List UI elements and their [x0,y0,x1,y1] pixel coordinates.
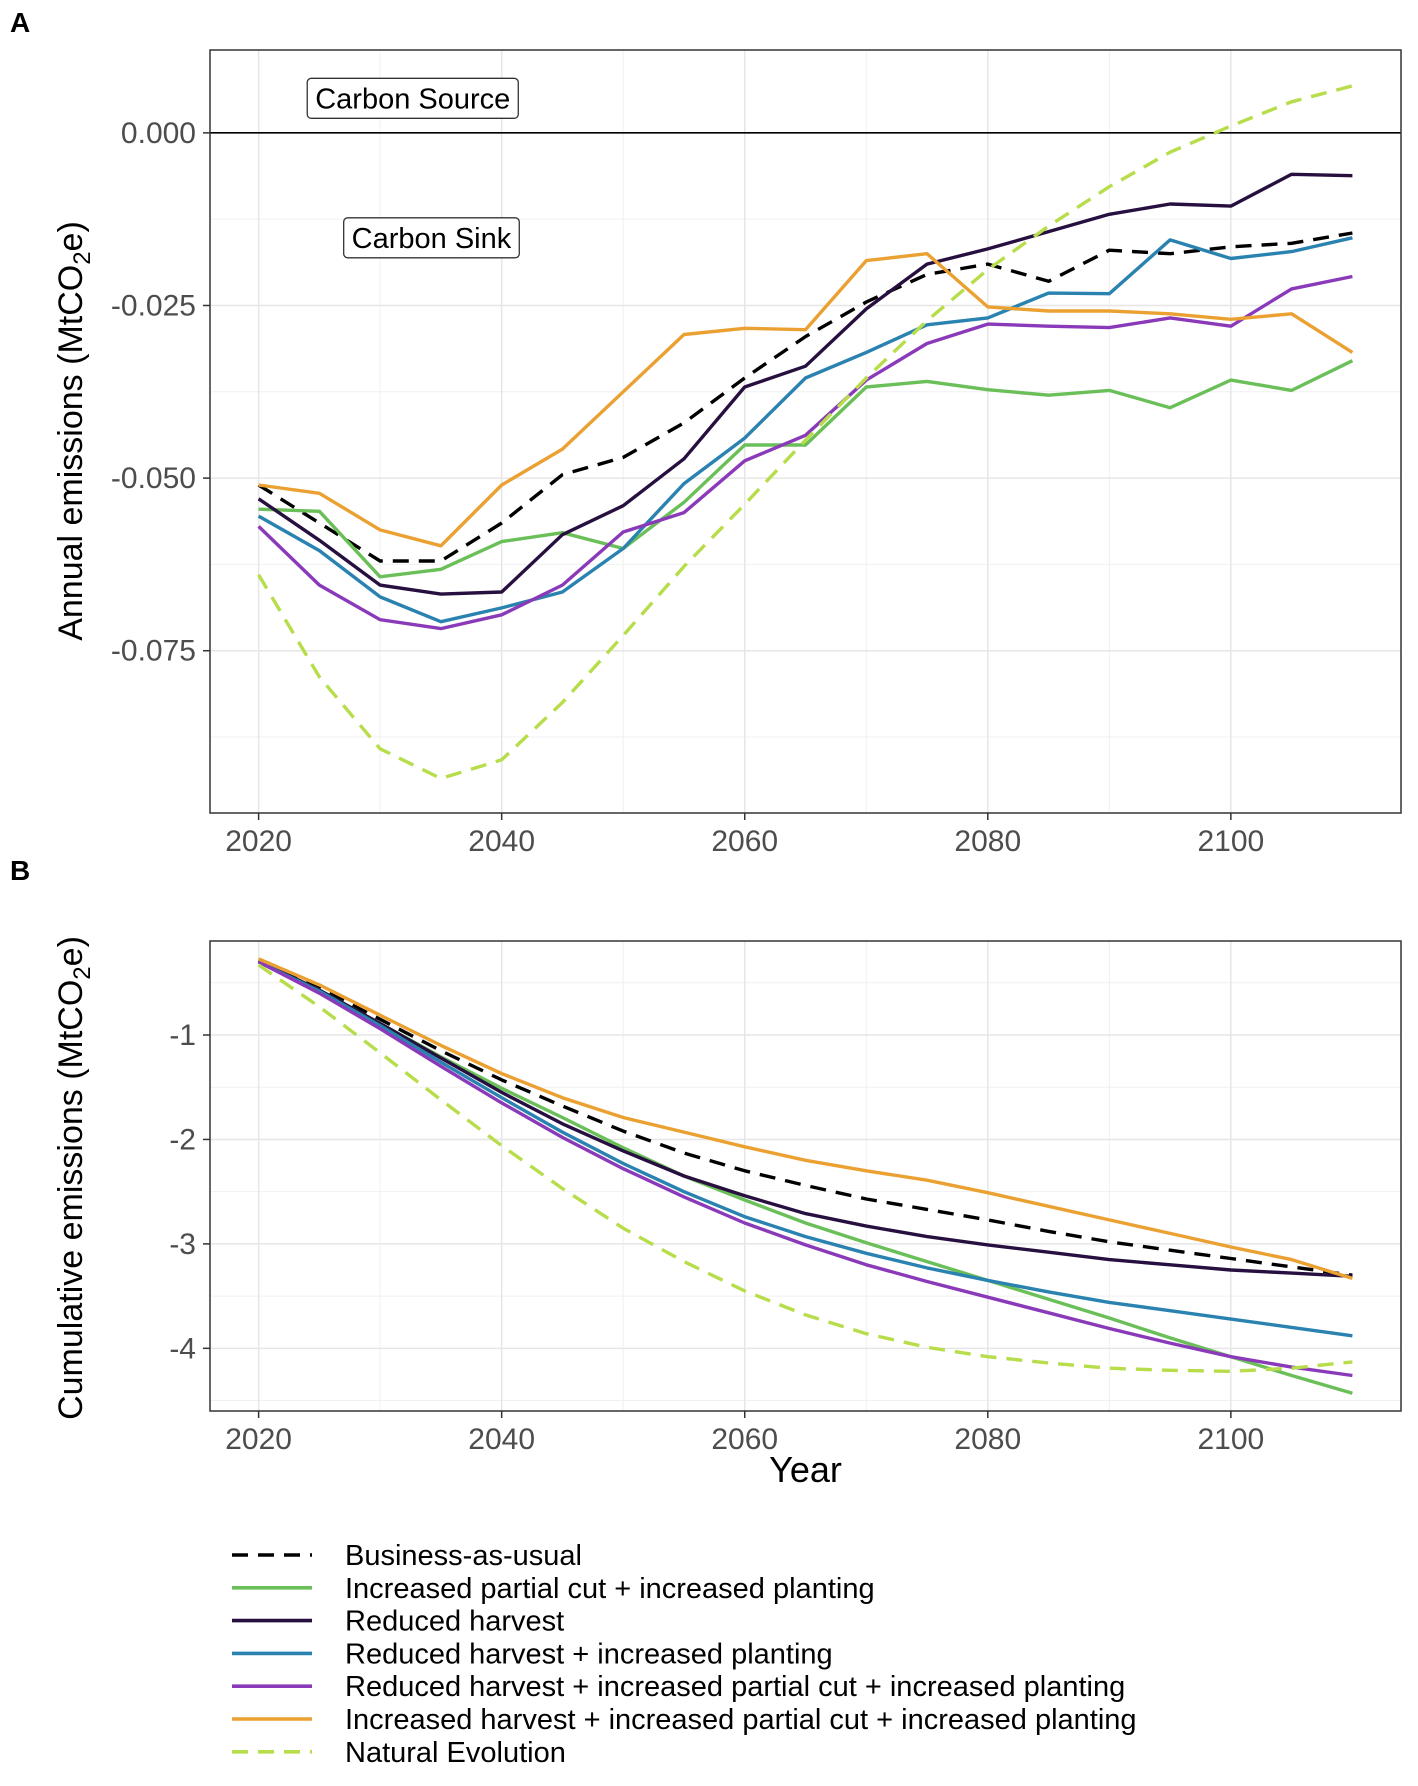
svg-text:Carbon Source: Carbon Source [315,83,510,115]
legend-item-reduced-harvest: Reduced harvest [232,1606,564,1638]
panel-label-a: A [10,7,30,38]
legend-label: Increased partial cut + increased planti… [345,1573,875,1605]
legend-label: Natural Evolution [345,1737,566,1769]
series-line-increased-harvest-increased-partial-cut-increased-planting [258,251,1354,548]
y-tick-label: -0.025 [111,289,196,322]
panel-border [209,49,1402,814]
legend-item-reduced-harvest-increased-planting: Reduced harvest + increased planting [232,1638,833,1670]
series-line-business-as-usual [257,959,1353,1277]
legend-item-natural-evolution: Natural Evolution [232,1737,566,1769]
x-tick-label: 2020 [225,1423,292,1456]
y-tick-label: -1 [169,1019,196,1052]
svg-text:Carbon Sink: Carbon Sink [352,223,512,255]
legend-label: Reduced harvest + increased planting [345,1638,833,1670]
y-tick-label: -0.075 [111,635,196,668]
x-tick-label: 2100 [1197,825,1264,858]
series-line-increased-partial-cut-increased-planting [257,960,1353,1395]
legend-label: Business-as-usual [345,1540,582,1572]
y-tick-label: 0.000 [121,117,196,150]
panel-border [209,940,1402,1412]
legend-item-reduced-harvest-increased-partial-cut-increased-planting: Reduced harvest + increased partial cut … [232,1671,1125,1703]
series-line-natural-evolution [257,84,1353,781]
x-tick-label: 2060 [711,825,778,858]
panel-label-b: B [10,855,30,886]
legend-label: Reduced harvest [345,1606,564,1638]
series-line-increased-harvest-increased-partial-cut-increased-planting [257,957,1353,1281]
y-axis-label: Cumulative emissions (MtCO2e) [52,936,96,1420]
panel-b-cumulative-emissions: 2020 2040 2060 2080 2100 -1 -2 -3 -4 Cumulative e… [52,936,1402,1490]
y-axis-label: Annual emissions (MtCO2e) [52,221,96,641]
series-line-reduced-harvest-increased-partial-cut-increased-planting [257,960,1353,1378]
annotation-carbon-source: Carbon Source [306,77,519,119]
x-tick-label: 2080 [954,1423,1021,1456]
y-tick-label: -3 [169,1228,196,1261]
x-tick-label: 2060 [711,1423,778,1456]
annotation-carbon-sink: Carbon Sink [343,217,520,259]
legend-item-increased-harvest-increased-partial-cut-increased-planting: Increased harvest + increased partial cu… [232,1704,1137,1736]
x-tick-label: 2100 [1197,1423,1264,1456]
y-tick-label: -0.050 [111,462,196,495]
panel-a-annual-emissions: 2020 2040 2060 2080 2100 0.000 -0.025 -0.050 -0.… [52,49,1402,858]
x-tick-label: 2040 [468,825,535,858]
series-line-reduced-harvest-increased-partial-cut-increased-planting [257,274,1353,631]
series-line-reduced-harvest [257,172,1353,596]
series-line-reduced-harvest [257,959,1353,1278]
series-line-business-as-usual [257,231,1353,563]
x-tick-label: 2040 [468,1423,535,1456]
series-line-reduced-harvest-increased-planting [257,236,1353,624]
x-tick-label: 2080 [954,825,1021,858]
legend-item-business-as-usual: Business-as-usual [232,1540,582,1572]
series-line-reduced-harvest-increased-planting [257,960,1353,1338]
y-tick-label: -2 [169,1123,196,1156]
legend-label: Reduced harvest + increased partial cut … [345,1671,1125,1703]
series-line-natural-evolution [257,963,1353,1374]
y-tick-label: -4 [169,1332,196,1365]
legend-item-increased-partial-cut-increased-planting: Increased partial cut + increased planti… [232,1573,875,1605]
x-axis-label: Year [769,1449,842,1490]
x-tick-label: 2020 [225,825,292,858]
legend-label: Increased harvest + increased partial cu… [345,1704,1137,1736]
series-line-increased-partial-cut-increased-planting [258,359,1354,579]
